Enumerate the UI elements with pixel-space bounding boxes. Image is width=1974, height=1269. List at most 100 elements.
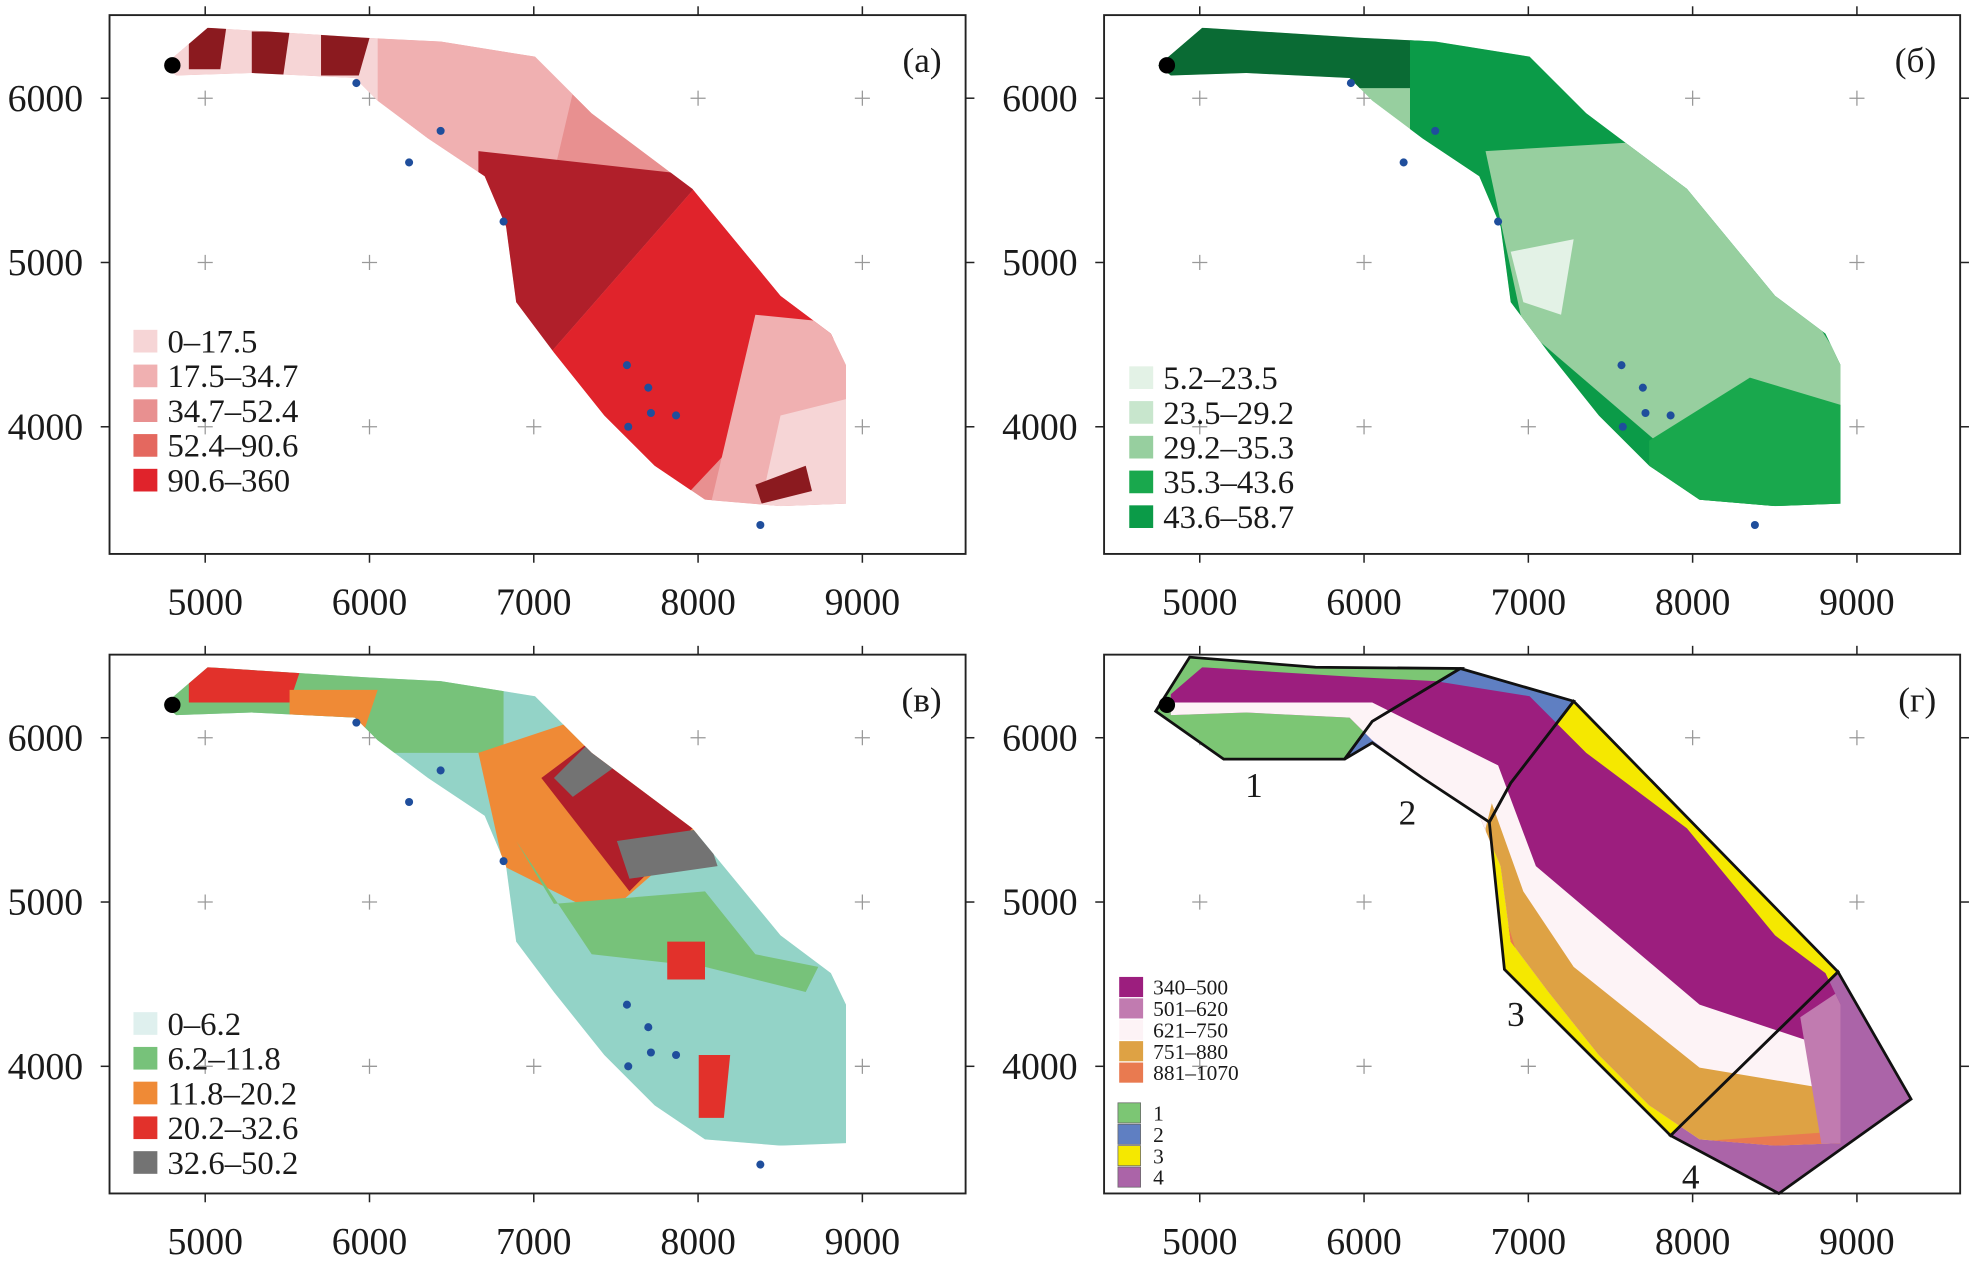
zone-label: 1 <box>1245 766 1263 805</box>
value-region <box>188 667 303 703</box>
legend-label: 32.6–50.2 <box>167 1146 298 1182</box>
x-tick-label: 9000 <box>825 581 901 623</box>
well-point <box>352 79 361 88</box>
well-point <box>1494 217 1503 226</box>
x-tick-label: 8000 <box>1655 1221 1731 1263</box>
y-tick-label: 6000 <box>8 717 84 759</box>
well-point <box>352 718 361 727</box>
legend-label: 43.6–58.7 <box>1163 500 1294 536</box>
zone-label: 2 <box>1399 794 1417 833</box>
y-tick-label: 5000 <box>1002 242 1078 284</box>
legend-label: 23.5–29.2 <box>1163 396 1294 432</box>
well-point <box>672 411 681 420</box>
x-tick-label: 6000 <box>1326 1221 1402 1263</box>
well-point <box>436 126 445 135</box>
y-tick-label: 5000 <box>8 242 84 284</box>
well-point <box>624 422 633 431</box>
well-point <box>624 1062 633 1071</box>
legend-swatch <box>133 329 158 353</box>
legend-label: 0–6.2 <box>167 1007 241 1043</box>
grid-cross <box>361 730 378 746</box>
origin-point <box>1158 57 1176 74</box>
legend-swatch <box>1119 998 1144 1019</box>
legend-label: 34.7–52.4 <box>167 394 298 430</box>
legend-swatch <box>1129 470 1154 494</box>
grid-cross <box>1192 894 1208 910</box>
value-region <box>321 31 372 76</box>
x-tick-label: 9000 <box>825 1221 901 1263</box>
well-point <box>1638 383 1647 392</box>
well-point <box>1618 422 1627 431</box>
origin-point <box>1158 696 1176 714</box>
legend-swatch <box>133 1046 158 1070</box>
legend: 5.2–23.523.5–29.229.2–35.335.3–43.643.6–… <box>1129 361 1294 536</box>
grid-cross <box>1685 90 1701 106</box>
x-tick-label: 8000 <box>660 1221 736 1263</box>
legend-swatch <box>1119 976 1144 998</box>
well-point <box>622 361 631 370</box>
well-point <box>1750 520 1759 530</box>
well-point <box>1431 126 1440 135</box>
y-tick-label: 5000 <box>8 882 84 924</box>
legend: 0–17.517.5–34.734.7–52.452.4–90.690.6–36… <box>133 325 298 499</box>
grid-cross <box>1520 1058 1536 1074</box>
x-tick-label: 6000 <box>332 1221 407 1263</box>
well-point <box>1641 408 1650 418</box>
x-tick-label: 7000 <box>496 581 571 623</box>
panel-label: (в) <box>902 680 942 719</box>
legend-swatch <box>133 434 158 457</box>
value-region <box>698 1054 731 1118</box>
value-region <box>516 840 819 993</box>
x-tick-label: 5000 <box>1162 1221 1238 1263</box>
grid-cross <box>1192 254 1208 271</box>
grid-cross <box>197 254 213 271</box>
x-tick-label: 7000 <box>1491 1221 1567 1263</box>
panel-1: 5000 6000 7000 8000 9000 4000 5000 6000 (a) 0–17.… <box>8 6 975 623</box>
grid-cross <box>197 90 213 106</box>
y-tick-label: 6000 <box>1002 78 1078 120</box>
grid-cross <box>1356 1058 1372 1074</box>
zone-legend-swatch <box>1117 1166 1141 1188</box>
legend-label: 11.8–20.2 <box>167 1076 297 1112</box>
grid-cross <box>1356 254 1372 271</box>
grid-cross <box>1192 419 1208 435</box>
well-point <box>644 383 653 392</box>
grid-cross <box>854 419 870 435</box>
grid-cross <box>197 730 213 746</box>
x-tick-label: 5000 <box>167 1221 243 1263</box>
legend-swatch <box>133 1081 158 1105</box>
grid-cross <box>1685 730 1701 746</box>
legend-label: 20.2–32.6 <box>167 1111 298 1147</box>
grid-cross <box>361 419 378 435</box>
well-point <box>1399 158 1408 167</box>
grid-cross <box>690 730 706 746</box>
well-point <box>436 766 445 775</box>
legend-swatch <box>1119 1041 1144 1062</box>
grid-cross <box>690 90 706 106</box>
zone-legend-swatch <box>1117 1123 1141 1145</box>
well-point <box>499 857 508 866</box>
grid-cross <box>361 90 378 106</box>
legend-swatch <box>133 364 158 388</box>
grid-cross <box>854 1058 870 1074</box>
grid-cross <box>1849 894 1865 910</box>
legend-swatch <box>1129 505 1154 528</box>
grid-cross <box>1356 894 1372 910</box>
y-tick-label: 4000 <box>1002 406 1078 448</box>
x-tick-label: 9000 <box>1819 1221 1895 1263</box>
grid-cross <box>1192 90 1208 106</box>
panel-4: 5000 6000 7000 8000 90004000500060001234(г)3… <box>1002 645 1969 1263</box>
value-region <box>1649 377 1841 507</box>
zone-legend-label: 2 <box>1153 1123 1164 1147</box>
origin-point <box>164 57 181 74</box>
grid-cross <box>1849 90 1865 106</box>
grid-cross <box>361 894 378 910</box>
value-region <box>755 465 813 504</box>
legend-swatch <box>133 468 158 492</box>
well-point <box>644 1023 653 1032</box>
y-tick-label: 6000 <box>8 78 84 120</box>
well-point <box>1346 79 1355 88</box>
value-region <box>616 828 718 879</box>
grid-cross <box>1849 730 1865 746</box>
